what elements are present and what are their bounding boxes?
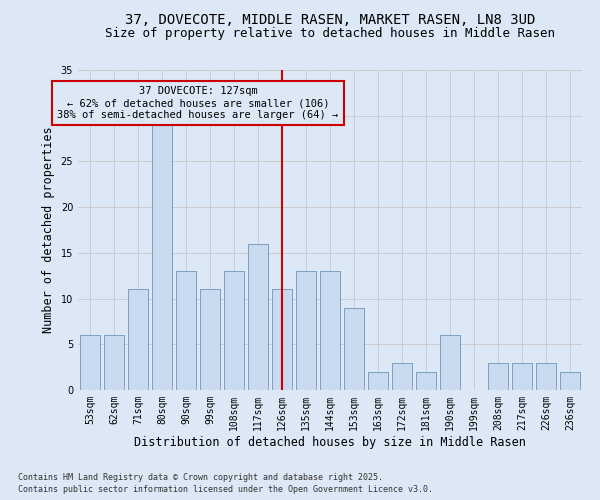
Bar (128, 290, 148, 390)
Bar (560, 372, 580, 390)
Bar (344, 308, 364, 390)
X-axis label: Distribution of detached houses by size in Middle Rasen: Distribution of detached houses by size … (134, 436, 526, 448)
Bar (80, 335, 100, 390)
Bar (152, 125, 172, 390)
Bar (104, 335, 124, 390)
Bar (368, 372, 388, 390)
Bar (440, 335, 460, 390)
Bar (536, 362, 556, 390)
Bar (416, 372, 436, 390)
Bar (488, 362, 508, 390)
Text: 37 DOVECOTE: 127sqm
← 62% of detached houses are smaller (106)
38% of semi-detac: 37 DOVECOTE: 127sqm ← 62% of detached ho… (58, 86, 338, 120)
Bar (296, 271, 316, 390)
Bar (392, 362, 412, 390)
Bar (224, 271, 244, 390)
Bar (320, 271, 340, 390)
Bar (512, 362, 532, 390)
Y-axis label: Number of detached properties: Number of detached properties (42, 126, 55, 334)
Text: 37, DOVECOTE, MIDDLE RASEN, MARKET RASEN, LN8 3UD: 37, DOVECOTE, MIDDLE RASEN, MARKET RASEN… (125, 12, 535, 26)
Bar (176, 271, 196, 390)
Bar (248, 244, 268, 390)
Bar (200, 290, 220, 390)
Text: Contains public sector information licensed under the Open Government Licence v3: Contains public sector information licen… (18, 485, 433, 494)
Text: Size of property relative to detached houses in Middle Rasen: Size of property relative to detached ho… (105, 28, 555, 40)
Bar (272, 290, 292, 390)
Text: Contains HM Land Registry data © Crown copyright and database right 2025.: Contains HM Land Registry data © Crown c… (18, 474, 383, 482)
